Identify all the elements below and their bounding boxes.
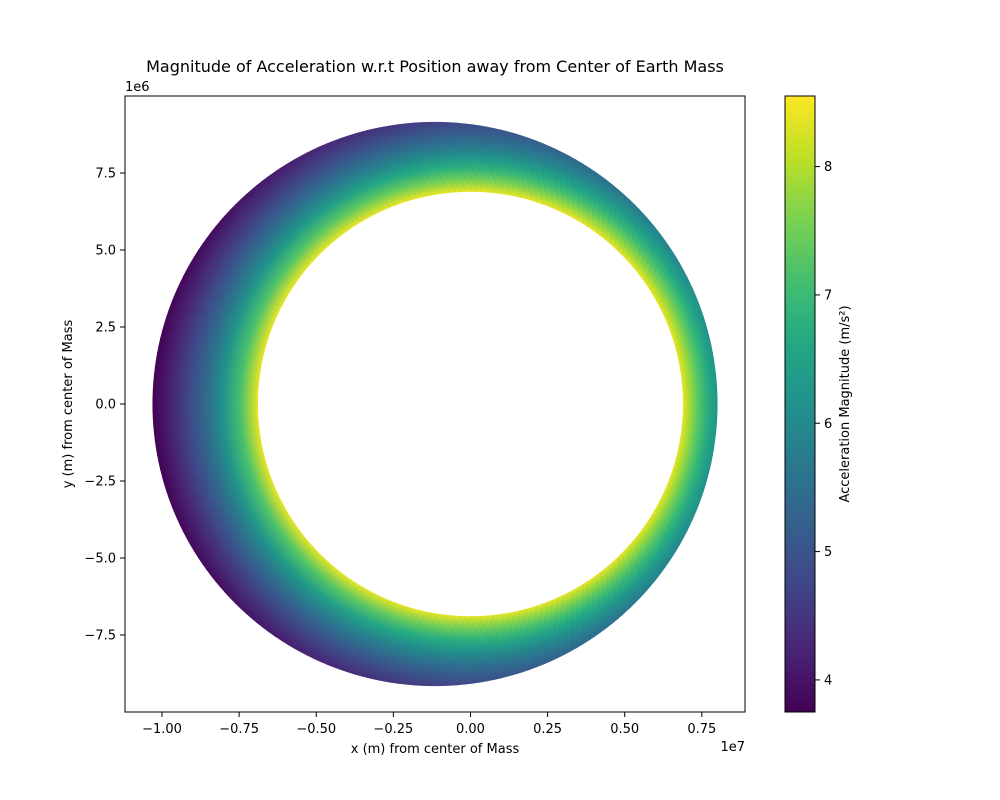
y-tick-label: 5.0 bbox=[95, 244, 116, 259]
ring-segment bbox=[682, 403, 718, 412]
y-tick-label: 2.5 bbox=[95, 321, 116, 336]
y-tick-label: 0.0 bbox=[95, 398, 116, 413]
colorbar-tick-label: 5 bbox=[824, 545, 832, 560]
x-tick-label: 0.25 bbox=[533, 722, 562, 737]
colorbar-tick-label: 7 bbox=[824, 288, 832, 303]
colorbar-label: Acceleration Magnitude (m/s²) bbox=[838, 305, 853, 502]
x-axis: −1.00 −0.75 −0.50 −0.25 0.00 0.25 0.50 0.75 bbox=[142, 712, 716, 737]
y-tick-label: −2.5 bbox=[84, 475, 116, 490]
chart-title: Magnitude of Acceleration w.r.t Position… bbox=[146, 57, 724, 76]
x-tick-label: −0.75 bbox=[219, 722, 259, 737]
x-tick-label: −0.50 bbox=[296, 722, 336, 737]
y-offset-label: 1e6 bbox=[125, 80, 150, 95]
colorbar-tick-label: 4 bbox=[824, 673, 832, 688]
x-tick-label: 0.50 bbox=[610, 722, 639, 737]
colorbar-gradient bbox=[784, 95, 816, 713]
y-axis-label: y (m) from center of Mass bbox=[61, 320, 76, 489]
x-offset-label: 1e7 bbox=[720, 740, 745, 755]
x-axis-label: x (m) from center of Mass bbox=[351, 742, 520, 757]
colorbar-ticks: 4 5 6 7 8 bbox=[815, 160, 832, 688]
colorbar-tick-label: 8 bbox=[824, 160, 832, 175]
plot-area bbox=[124, 95, 746, 713]
x-tick-label: 0.00 bbox=[456, 722, 485, 737]
ring-segments bbox=[152, 121, 718, 687]
colorbar-tick-label: 6 bbox=[824, 417, 832, 432]
x-tick-label: −0.25 bbox=[373, 722, 413, 737]
colorbar: 4 5 6 7 8 Acceleration Magnitude (m/s²) bbox=[784, 95, 853, 713]
x-tick-label: 0.75 bbox=[687, 722, 716, 737]
y-tick-label: −5.0 bbox=[84, 552, 116, 567]
y-tick-label: 7.5 bbox=[95, 167, 116, 182]
y-axis: −7.5 −5.0 −2.5 0.0 2.5 5.0 7.5 bbox=[84, 167, 125, 644]
x-tick-label: −1.00 bbox=[142, 722, 182, 737]
y-tick-label: −7.5 bbox=[84, 629, 116, 644]
acceleration-ring bbox=[152, 121, 718, 687]
